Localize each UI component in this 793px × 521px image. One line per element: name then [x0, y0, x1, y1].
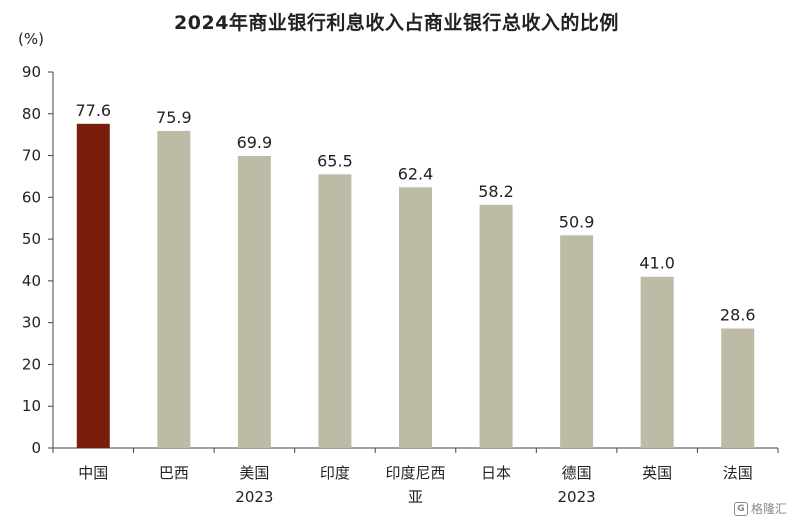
- y-tick-label: 10: [22, 397, 41, 415]
- x-tick-label: 印度: [320, 464, 350, 482]
- x-tick-label: 美国: [239, 464, 269, 482]
- x-tick-label: 印度尼西: [385, 464, 445, 482]
- bar: [399, 187, 432, 448]
- y-tick-label: 60: [22, 188, 41, 206]
- data-label: 58.2: [478, 182, 514, 201]
- data-label: 65.5: [317, 151, 353, 170]
- bar: [640, 276, 674, 448]
- y-tick-label: 90: [22, 63, 41, 81]
- data-label: 50.9: [559, 212, 595, 231]
- x-tick-label: 2023: [235, 488, 273, 506]
- y-unit-label: (%): [18, 30, 44, 48]
- x-tick-label: 法国: [723, 464, 753, 482]
- data-label: 77.6: [75, 101, 111, 120]
- x-tick-label: 巴西: [159, 464, 189, 482]
- y-tick-label: 40: [22, 272, 41, 290]
- x-tick-label: 2023: [558, 488, 596, 506]
- x-tick-label: 德国: [562, 464, 592, 482]
- bar: [721, 328, 755, 448]
- x-tick-label: 亚: [408, 488, 423, 506]
- bar: [237, 155, 271, 448]
- bar: [560, 235, 594, 448]
- x-tick-label: 中国: [78, 464, 108, 482]
- bar: [157, 130, 191, 448]
- watermark-text: 格隆汇: [750, 502, 787, 516]
- y-tick-label: 80: [22, 105, 41, 123]
- data-label: 62.4: [398, 164, 434, 183]
- y-tick-label: 0: [31, 439, 41, 457]
- chart-title: 2024年商业银行利息收入占商业银行总收入的比例: [174, 12, 619, 34]
- bar: [76, 123, 110, 448]
- gelonghui-logo-icon: G: [733, 501, 748, 516]
- bar: [479, 204, 513, 448]
- bar: [318, 174, 352, 448]
- watermark: G 格隆汇: [733, 500, 787, 517]
- x-tick-label: 英国: [642, 464, 672, 482]
- data-label: 28.6: [720, 306, 756, 325]
- y-tick-label: 50: [22, 230, 41, 248]
- y-tick-label: 30: [22, 314, 41, 332]
- data-label: 41.0: [639, 254, 675, 273]
- y-tick-label: 70: [22, 147, 41, 165]
- data-label: 69.9: [237, 133, 273, 152]
- y-tick-label: 20: [22, 355, 41, 373]
- x-tick-label: 日本: [481, 464, 511, 482]
- data-label: 75.9: [156, 108, 192, 127]
